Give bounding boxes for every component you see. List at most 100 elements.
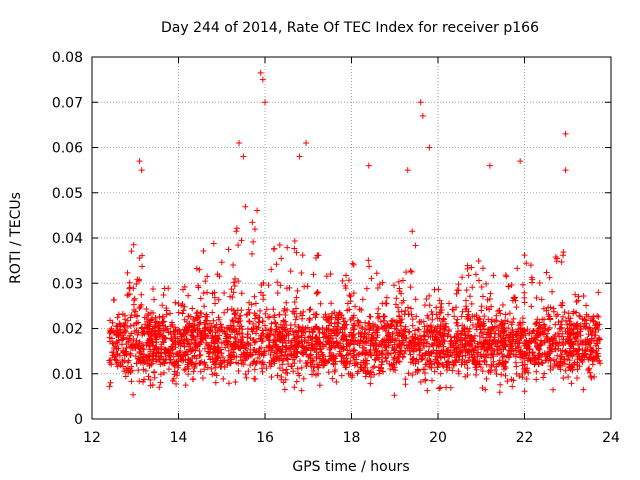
data-point — [306, 316, 313, 323]
data-point — [272, 320, 279, 327]
data-point — [242, 342, 249, 349]
data-point — [356, 306, 363, 313]
data-point — [238, 323, 245, 330]
data-point — [337, 352, 344, 359]
data-point — [523, 260, 530, 267]
data-point — [354, 370, 361, 377]
data-point — [354, 317, 361, 324]
data-point — [225, 380, 232, 387]
data-point — [393, 295, 400, 302]
data-point — [550, 334, 557, 341]
data-point — [109, 319, 116, 326]
data-point — [533, 334, 540, 341]
data-point — [149, 382, 156, 389]
data-point — [550, 341, 557, 348]
data-point — [552, 321, 559, 328]
data-point — [550, 364, 557, 371]
data-point — [192, 347, 199, 354]
data-point — [588, 332, 595, 339]
data-point — [167, 356, 174, 363]
data-point — [274, 279, 281, 286]
data-point — [400, 354, 407, 361]
data-point — [321, 362, 328, 369]
data-point — [458, 313, 465, 320]
data-point — [185, 341, 192, 348]
data-point — [254, 207, 261, 214]
y-tick-label: 0 — [74, 412, 83, 428]
data-point — [130, 391, 137, 398]
data-point — [391, 282, 398, 289]
data-point — [478, 283, 485, 290]
data-point — [346, 360, 353, 367]
data-point — [229, 294, 236, 301]
data-point — [135, 367, 142, 374]
data-point — [461, 326, 468, 333]
data-point — [573, 348, 580, 355]
data-point — [424, 312, 431, 319]
data-point — [479, 384, 486, 391]
data-point — [527, 262, 534, 269]
data-point — [363, 285, 370, 292]
data-point — [360, 349, 367, 356]
data-point — [437, 321, 444, 328]
data-point — [400, 330, 407, 337]
data-point — [490, 272, 497, 279]
data-point — [274, 350, 281, 357]
data-point — [355, 318, 362, 325]
data-point — [374, 323, 381, 330]
data-point — [534, 327, 541, 334]
data-point — [285, 338, 292, 345]
data-point — [497, 333, 504, 340]
data-point — [509, 326, 516, 333]
data-point — [161, 285, 168, 292]
data-point — [259, 327, 266, 334]
data-point — [522, 352, 529, 359]
data-point — [273, 261, 280, 268]
data-point — [211, 289, 218, 296]
data-point — [338, 372, 345, 379]
data-point — [340, 318, 347, 325]
data-point — [235, 360, 242, 367]
data-point — [312, 323, 319, 330]
data-point — [289, 308, 296, 315]
data-point-peak — [486, 162, 493, 169]
data-point — [319, 351, 326, 358]
data-point — [316, 326, 323, 333]
data-point — [490, 353, 497, 360]
data-point — [260, 296, 267, 303]
data-point — [404, 304, 411, 311]
data-point — [343, 321, 350, 328]
data-point — [481, 357, 488, 364]
data-point — [276, 365, 283, 372]
data-point — [159, 319, 166, 326]
data-point — [375, 354, 382, 361]
data-point — [332, 361, 339, 368]
data-point — [265, 282, 272, 289]
data-point — [228, 306, 235, 313]
data-point — [290, 368, 297, 375]
data-point — [252, 300, 259, 307]
data-point — [287, 268, 294, 275]
data-point — [360, 359, 367, 366]
data-point — [249, 219, 256, 226]
data-point — [584, 325, 591, 332]
data-point — [496, 357, 503, 364]
data-point — [189, 328, 196, 335]
data-point — [596, 321, 603, 328]
data-point — [212, 333, 219, 340]
data-point — [307, 351, 314, 358]
data-point — [550, 386, 557, 393]
data-point — [310, 367, 317, 374]
data-point — [472, 371, 479, 378]
data-point — [555, 319, 562, 326]
data-point — [107, 379, 114, 386]
data-point — [202, 278, 209, 285]
data-point — [305, 339, 312, 346]
data-point — [320, 314, 327, 321]
data-point — [587, 351, 594, 358]
data-point — [235, 368, 242, 375]
data-point — [493, 317, 500, 324]
data-point — [473, 312, 480, 319]
data-point — [293, 249, 300, 256]
data-point — [495, 308, 502, 315]
